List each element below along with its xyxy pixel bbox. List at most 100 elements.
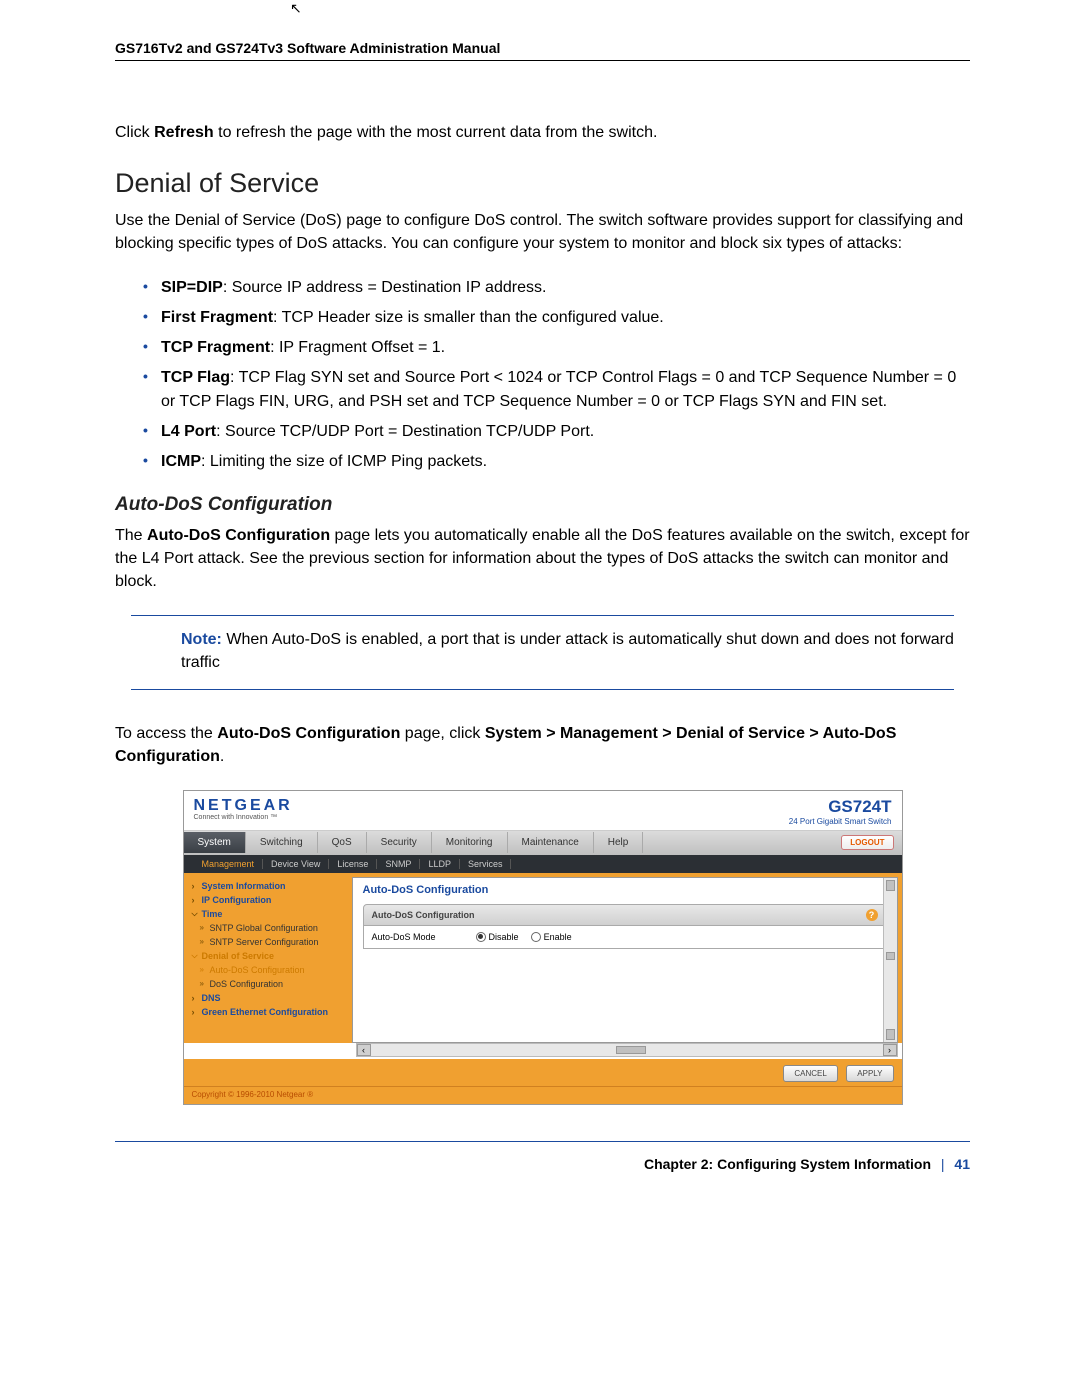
- bullet-term: SIP=DIP: [161, 279, 223, 296]
- tab-monitoring[interactable]: Monitoring: [432, 832, 508, 853]
- text: Click: [115, 124, 154, 141]
- radio-disable[interactable]: Disable: [476, 932, 519, 942]
- subtab-license[interactable]: License: [329, 859, 377, 869]
- radio-group: Disable Enable: [476, 932, 572, 942]
- text-bold: Auto-DoS Configuration: [217, 725, 400, 742]
- sidebar: System Information IP Configuration Time…: [184, 873, 352, 1043]
- horizontal-scrollbar[interactable]: ‹ ›: [356, 1043, 898, 1057]
- scroll-thumb: [616, 1046, 646, 1054]
- bullet-text: : Source TCP/UDP Port = Destination TCP/…: [216, 423, 594, 440]
- sidebar-label: IP Configuration: [202, 895, 272, 905]
- tab-help[interactable]: Help: [594, 832, 644, 853]
- list-item: First Fragment: TCP Header size is small…: [143, 306, 970, 330]
- sidebar-label: Denial of Service: [202, 951, 275, 961]
- radio-dot-icon: [476, 932, 486, 942]
- field-label: Auto-DoS Mode: [372, 932, 436, 942]
- list-item: SIP=DIP: Source IP address = Destination…: [143, 276, 970, 300]
- help-icon[interactable]: ?: [866, 909, 878, 921]
- sidebar-item-green[interactable]: Green Ethernet Configuration: [192, 1005, 348, 1019]
- model-label: GS724T 24 Port Gigabit Smart Switch: [789, 797, 892, 826]
- vertical-scrollbar[interactable]: [883, 878, 897, 1042]
- text: page, click: [400, 725, 484, 742]
- radio-enable[interactable]: Enable: [531, 932, 572, 942]
- scroll-down-icon: [886, 1029, 895, 1040]
- sidebar-sub-sntp-server[interactable]: SNTP Server Configuration: [192, 935, 348, 949]
- sidebar-item-dns[interactable]: DNS: [192, 991, 348, 1005]
- main-tabs: System Switching QoS Security Monitoring…: [184, 831, 902, 855]
- subtab-snmp[interactable]: SNMP: [377, 859, 420, 869]
- refresh-paragraph: Click Refresh to refresh the page with t…: [115, 121, 970, 144]
- sidebar-sub-autodos[interactable]: Auto-DoS Configuration: [192, 963, 348, 977]
- bullet-term: ICMP: [161, 453, 201, 470]
- scroll-right-icon: ›: [883, 1044, 897, 1056]
- subtab-lldp[interactable]: LLDP: [420, 859, 460, 869]
- tab-security[interactable]: Security: [367, 832, 432, 853]
- config-panel: Auto-DoS Configuration ? Auto-DoS Mode D…: [363, 904, 887, 949]
- cancel-button[interactable]: CANCEL: [783, 1065, 837, 1082]
- bullet-term: L4 Port: [161, 423, 216, 440]
- sidebar-sub-sntp-global[interactable]: SNTP Global Configuration: [192, 921, 348, 935]
- panel-header: Auto-DoS Configuration ?: [363, 904, 887, 926]
- bullet-text: : Source IP address = Destination IP add…: [223, 279, 547, 296]
- sidebar-sub-dosconfig[interactable]: DoS Configuration: [192, 977, 348, 991]
- dos-bullet-list: SIP=DIP: Source IP address = Destination…: [115, 276, 970, 474]
- page-number: 41: [954, 1156, 970, 1172]
- subtab-management[interactable]: Management: [194, 859, 264, 869]
- tab-switching[interactable]: Switching: [246, 832, 318, 853]
- apply-button[interactable]: APPLY: [846, 1065, 893, 1082]
- radio-label: Disable: [489, 932, 519, 942]
- bullet-text: : IP Fragment Offset = 1.: [270, 339, 445, 356]
- tab-system[interactable]: System: [184, 832, 246, 853]
- subtab-deviceview[interactable]: Device View: [263, 859, 329, 869]
- tab-qos[interactable]: QoS: [318, 832, 367, 853]
- doc-header: GS716Tv2 and GS724Tv3 Software Administr…: [115, 40, 970, 61]
- section-heading-dos: Denial of Service: [115, 168, 970, 199]
- sidebar-item-sysinfo[interactable]: System Information: [192, 879, 348, 893]
- logo-tagline: Connect with Innovation ™: [194, 814, 293, 821]
- model-number: GS724T: [789, 797, 892, 817]
- cursor-icon: ↖: [290, 0, 302, 17]
- bullet-text: : TCP Flag SYN set and Source Port < 102…: [161, 369, 956, 410]
- text: .: [220, 748, 224, 765]
- text: to refresh the page with the most curren…: [214, 124, 658, 141]
- subtab-services[interactable]: Services: [460, 859, 512, 869]
- main-title: Auto-DoS Configuration: [353, 878, 897, 900]
- sidebar-label: Time: [202, 909, 223, 919]
- list-item: L4 Port: Source TCP/UDP Port = Destinati…: [143, 420, 970, 444]
- text: The: [115, 527, 147, 544]
- sidebar-item-ipconfig[interactable]: IP Configuration: [192, 893, 348, 907]
- sidebar-item-time[interactable]: Time: [192, 907, 348, 921]
- radio-label: Enable: [544, 932, 572, 942]
- logout-button[interactable]: LOGOUT: [841, 835, 893, 850]
- main-panel: Auto-DoS Configuration Auto-DoS Configur…: [352, 877, 898, 1043]
- sub-tabs: Management Device View License SNMP LLDP…: [184, 855, 902, 873]
- footer-rule: [115, 1141, 970, 1142]
- bullet-term: TCP Fragment: [161, 339, 270, 356]
- autodos-intro: The Auto-DoS Configuration page lets you…: [115, 524, 970, 594]
- bullet-text: : Limiting the size of ICMP Ping packets…: [201, 453, 487, 470]
- scroll-up-icon: [886, 880, 895, 891]
- radio-dot-icon: [531, 932, 541, 942]
- tab-maintenance[interactable]: Maintenance: [508, 832, 594, 853]
- ui-header: NETGEAR Connect with Innovation ™ GS724T…: [184, 791, 902, 831]
- footer: Chapter 2: Configuring System Informatio…: [115, 1156, 970, 1172]
- model-desc: 24 Port Gigabit Smart Switch: [789, 817, 892, 826]
- list-item: ICMP: Limiting the size of ICMP Ping pac…: [143, 450, 970, 474]
- dos-intro: Use the Denial of Service (DoS) page to …: [115, 209, 970, 255]
- list-item: TCP Flag: TCP Flag SYN set and Source Po…: [143, 366, 970, 414]
- bullet-text: : TCP Header size is smaller than the co…: [273, 309, 664, 326]
- chapter-label: Chapter 2: Configuring System Informatio…: [644, 1156, 931, 1172]
- netgear-logo: NETGEAR Connect with Innovation ™: [194, 797, 293, 821]
- scroll-thumb: [886, 952, 895, 960]
- list-item: TCP Fragment: IP Fragment Offset = 1.: [143, 336, 970, 360]
- note-block: Note: When Auto-DoS is enabled, a port t…: [131, 615, 954, 689]
- refresh-bold: Refresh: [154, 124, 214, 141]
- logo-text: NETGEAR: [194, 797, 293, 815]
- sidebar-label: DNS: [202, 993, 221, 1003]
- sidebar-item-dos[interactable]: Denial of Service: [192, 949, 348, 963]
- text-bold: Auto-DoS Configuration: [147, 527, 330, 544]
- separator: |: [935, 1156, 951, 1172]
- note-text: When Auto-DoS is enabled, a port that is…: [181, 631, 954, 671]
- text: To access the: [115, 725, 217, 742]
- panel-title: Auto-DoS Configuration: [372, 910, 475, 920]
